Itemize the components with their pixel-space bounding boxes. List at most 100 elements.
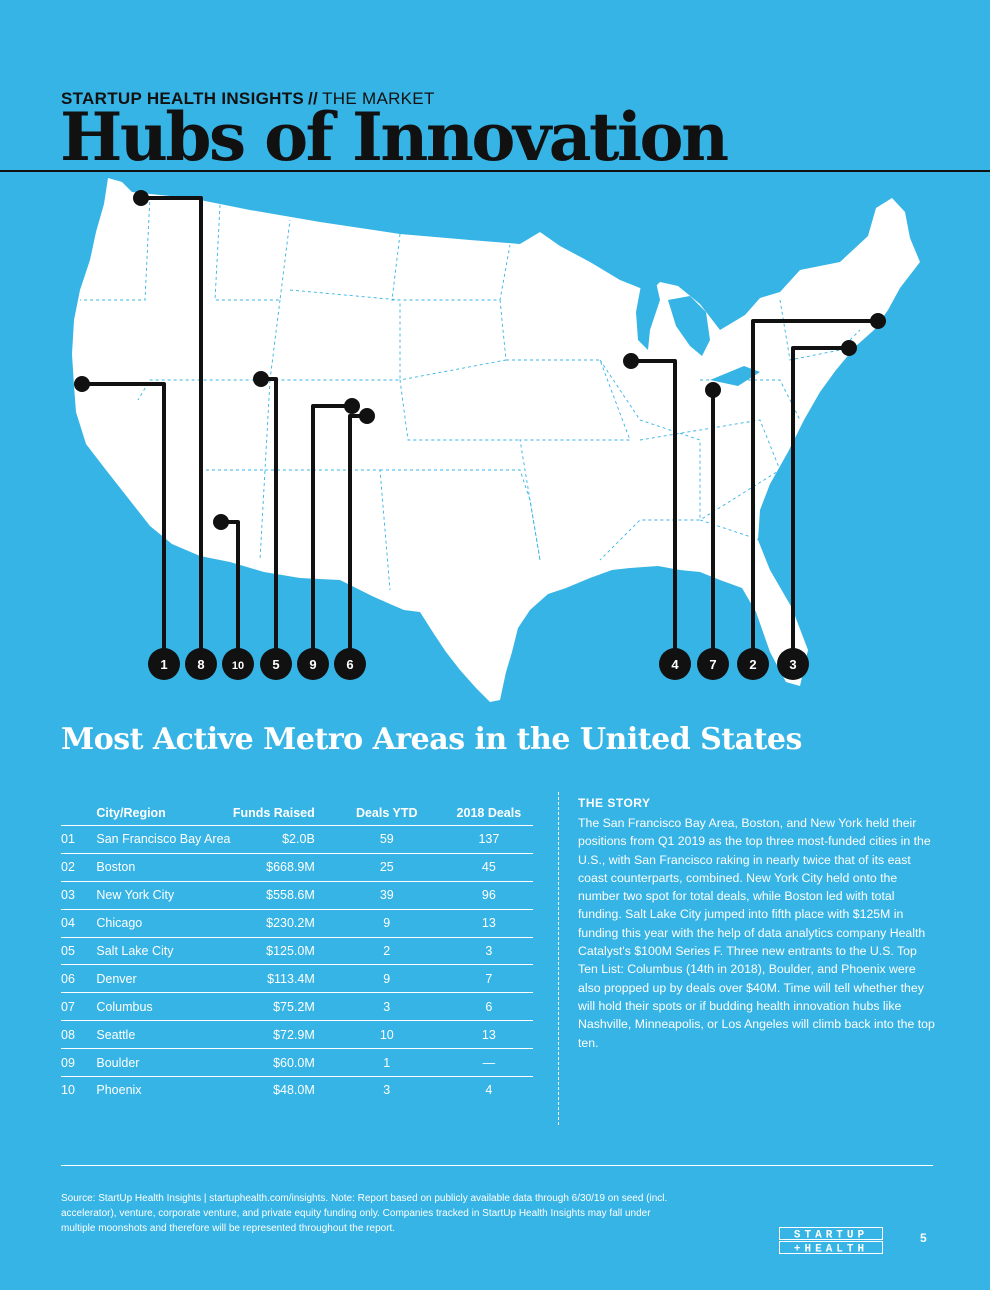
marker-number: 8: [197, 657, 204, 672]
cell-2018-deals: 13: [426, 909, 533, 938]
story-title: THE STORY: [578, 796, 651, 810]
location-dot: [133, 190, 149, 206]
cell-deals-ytd: 3: [314, 992, 427, 1022]
col-header-rank: [61, 800, 97, 826]
marker-badge: 2: [737, 648, 769, 680]
marker-number: 9: [309, 657, 316, 672]
cell-deals-ytd: 10: [314, 1020, 427, 1050]
cell-funds: $125.0M: [232, 937, 315, 966]
cell-rank: 02: [61, 853, 97, 882]
marker-badge: 9: [297, 648, 329, 680]
page-title: Hubs of Innovation: [60, 98, 729, 176]
marker-leader-line: [141, 196, 203, 664]
marker-badge-circle: [777, 648, 809, 680]
col-header-deals-ytd: Deals YTD: [314, 800, 427, 826]
cell-rank: 09: [61, 1048, 97, 1078]
cell-2018-deals: 4: [485, 1083, 493, 1098]
marker-badge: 4: [659, 648, 691, 680]
cell-2018-deals: 6: [426, 992, 533, 1022]
location-dot: [359, 408, 375, 424]
cell-deals-ytd: 1: [314, 1048, 427, 1078]
col-header-funds: Funds Raised: [232, 800, 315, 826]
table-row: 05 Salt Lake City $125.0M 2 3: [61, 937, 533, 966]
cell-deals-ytd: 2: [314, 937, 427, 966]
location-dot: [705, 382, 721, 398]
logo-line-1: STARTUP: [794, 1230, 868, 1242]
us-landmass: [72, 178, 920, 702]
col-header-2018-deals: 2018 Deals: [426, 800, 533, 826]
cell-funds: $230.2M: [232, 909, 315, 938]
section-kicker: STARTUP HEALTH INSIGHTS//THE MARKET: [61, 89, 435, 109]
marker-badge-circle: [222, 648, 254, 680]
marker-badge-circle: [260, 648, 292, 680]
table-row: 02 Boston $668.9M 25 45: [61, 853, 533, 882]
metro-areas-table: City/Region Funds Raised Deals YTD 2018 …: [61, 800, 533, 1104]
cell-2018-deals: 96: [426, 881, 533, 910]
cell-2018-deals: 45: [426, 853, 533, 882]
marker-leader-line: [791, 346, 849, 664]
table-row: 06 Denver $113.4M 9 7: [61, 964, 533, 994]
location-dot: [623, 353, 639, 369]
table-row: 07 Columbus $75.2M 3 6: [61, 992, 533, 1022]
table-row: 10 Phoenix $48.0M 3 4: [61, 1077, 533, 1104]
story-body: The San Francisco Bay Area, Boston, and …: [578, 816, 935, 1050]
marker-leader-line: [311, 404, 352, 664]
location-dots: [74, 190, 886, 530]
marker-number: 1: [160, 657, 167, 672]
marker-badge: 8: [185, 648, 217, 680]
cell-deals-ytd: 3: [383, 1083, 391, 1098]
marker-number: 7: [709, 657, 716, 672]
cell-funds: $2.0B: [232, 825, 315, 854]
marker-number: 6: [346, 657, 353, 672]
cell-city: Boston: [96, 853, 233, 882]
cell-rank: 03: [61, 881, 97, 910]
cell-deals-ytd: 25: [314, 853, 427, 882]
us-map: 1 8 10 5 9 6 4 7 2 3: [72, 178, 920, 702]
cell-deals-ytd: 39: [314, 881, 427, 910]
footer-rule: [61, 1165, 933, 1166]
cell-city: Seattle: [96, 1020, 233, 1050]
cell-city: Denver: [96, 964, 233, 994]
marker-badges: 1 8 10 5 9 6 4 7 2 3: [148, 648, 809, 680]
story-panel: THE STORY The San Francisco Bay Area, Bo…: [578, 796, 938, 1052]
cell-funds: $668.9M: [232, 853, 315, 882]
location-dot: [841, 340, 857, 356]
location-dot: [253, 371, 269, 387]
cell-rank: 10: [61, 1083, 75, 1098]
cell-rank: 08: [61, 1020, 97, 1050]
marker-number: 10: [232, 660, 244, 672]
marker-badge-circle: [334, 648, 366, 680]
cell-funds: $75.2M: [232, 992, 315, 1022]
location-dot: [74, 376, 90, 392]
marker-badge: 7: [697, 648, 729, 680]
cell-city: San Francisco Bay Area: [96, 825, 233, 854]
cell-2018-deals: 7: [426, 964, 533, 994]
marker-leader-line: [631, 359, 677, 664]
marker-leader-line: [82, 382, 166, 664]
cell-rank: 05: [61, 937, 97, 966]
marker-badge-circle: [297, 648, 329, 680]
marker-badge-circle: [659, 648, 691, 680]
cell-city: Boulder: [96, 1048, 233, 1078]
cell-deals-ytd: 9: [314, 964, 427, 994]
marker-number: 2: [749, 657, 756, 672]
section-heading: Most Active Metro Areas in the United St…: [61, 722, 802, 757]
source-note: Source: StartUp Health Insights | startu…: [61, 1193, 668, 1234]
cell-rank: 07: [61, 992, 97, 1022]
marker-number: 4: [671, 657, 679, 672]
cell-2018-deals: 3: [426, 937, 533, 966]
table-row: 01 San Francisco Bay Area $2.0B 59 137: [61, 825, 533, 854]
great-lakes: [636, 280, 760, 386]
col-header-city: City/Region: [96, 800, 233, 826]
cell-rank: 06: [61, 964, 97, 994]
location-dot: [870, 313, 886, 329]
marker-badge: 5: [260, 648, 292, 680]
cell-funds: $48.0M: [273, 1083, 315, 1098]
cell-funds: $113.4M: [232, 964, 315, 994]
cell-rank: 01: [61, 825, 97, 854]
cell-city: Columbus: [96, 992, 233, 1022]
startup-health-logo: STARTUP +HEALTH: [779, 1227, 883, 1255]
cell-city: Chicago: [96, 909, 233, 938]
state-borders: [80, 195, 861, 591]
cell-2018-deals: —: [426, 1048, 533, 1078]
